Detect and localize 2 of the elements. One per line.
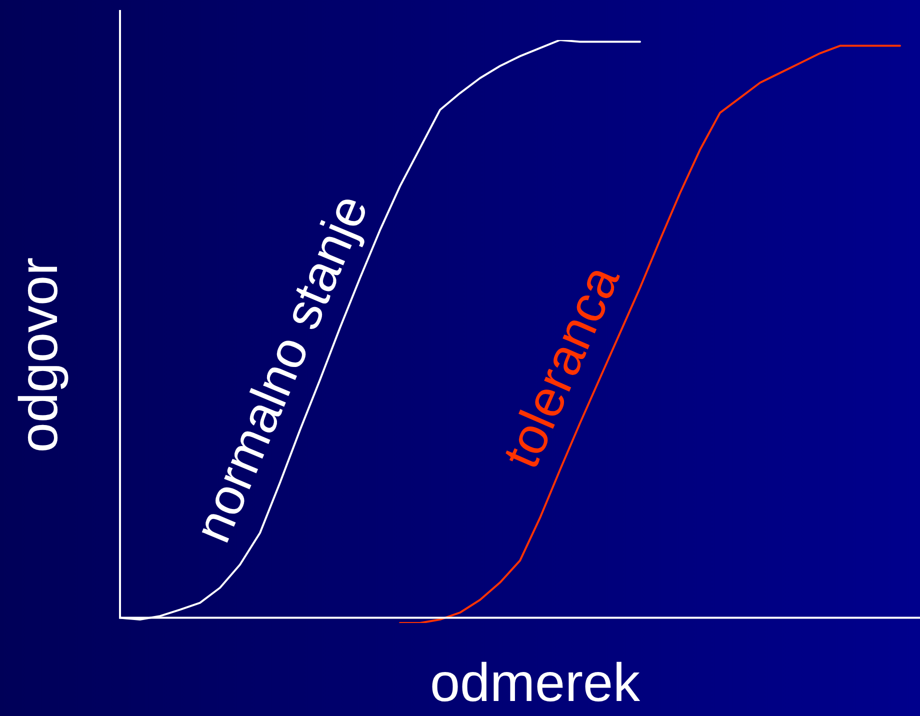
x-axis-title: odmerek <box>430 652 642 713</box>
y-axis-title: odgovor <box>8 257 69 453</box>
